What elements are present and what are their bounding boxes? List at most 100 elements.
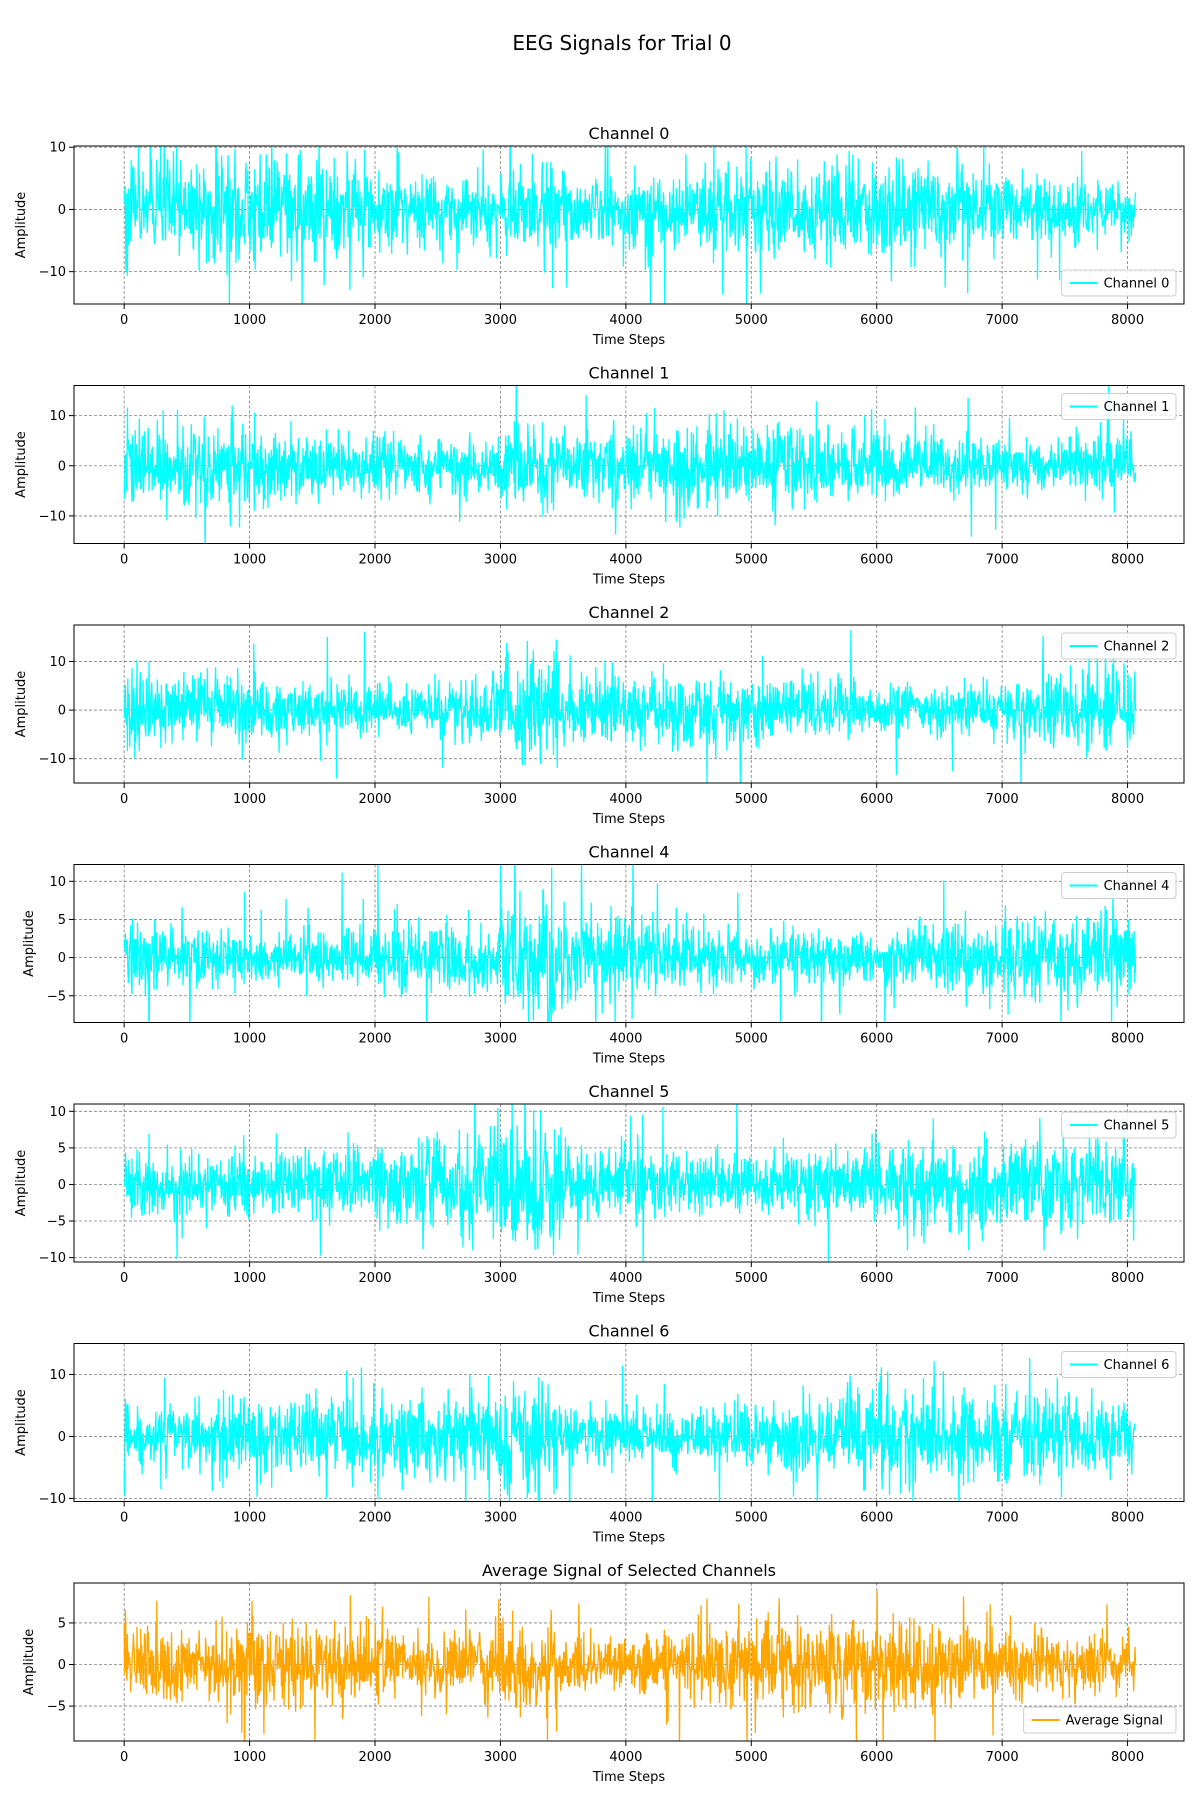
x-tick-label: 6000 [860, 1032, 893, 1047]
x-tick-label: 8000 [1111, 792, 1144, 807]
y-axis-label: Amplitude [22, 1629, 37, 1696]
subplot-title: Channel 5 [589, 1082, 670, 1101]
x-tick-label: 0 [120, 1750, 128, 1765]
x-tick-label: 6000 [860, 1271, 893, 1286]
x-tick-label: 6000 [860, 553, 893, 568]
x-tick-label: 5000 [735, 313, 768, 328]
series-line-channel-1 [123, 385, 1137, 544]
x-tick-label: 6000 [860, 792, 893, 807]
x-tick-label: 7000 [986, 553, 1019, 568]
legend-box [1061, 872, 1177, 899]
x-tick-label: 8000 [1111, 1511, 1144, 1526]
figure-title: EEG Signals for Trial 0 [512, 31, 731, 55]
y-tick-label: −5 [47, 989, 66, 1004]
x-tick-label: 0 [120, 792, 128, 807]
legend-label: Average Signal [1066, 1714, 1163, 1729]
legend-box [1061, 632, 1177, 660]
legend-box [1061, 1351, 1177, 1378]
subplot-channel-5: 0 1000 2000 3000 4000 5000 6000 7000 8000 −10 −5 0 5… [14, 1082, 1185, 1306]
subplot-title: Average Signal of Selected Channels [482, 1561, 776, 1580]
series-line-channel-6 [123, 1357, 1137, 1502]
axes-frame [73, 1582, 1185, 1742]
x-tick-label: 8000 [1111, 313, 1144, 328]
legend-box [1061, 393, 1177, 420]
x-tick-label: 5000 [735, 1271, 768, 1286]
x-axis-label: Time Steps [592, 573, 666, 588]
x-tick-label: 8000 [1111, 1271, 1144, 1286]
subplot-title: Channel 1 [589, 364, 670, 383]
y-tick-label: 5 [58, 1141, 66, 1156]
x-tick-label: 0 [120, 1271, 128, 1286]
x-tick-label: 3000 [484, 1271, 517, 1286]
series-line-average-signal [123, 1590, 1137, 1741]
y-tick-label: 10 [49, 1105, 66, 1120]
series-line-channel-0 [123, 146, 1137, 304]
series-line-channel-2 [123, 630, 1137, 783]
x-tick-label: 1000 [233, 1271, 266, 1286]
x-tick-label: 3000 [484, 313, 517, 328]
x-tick-label: 2000 [358, 1750, 391, 1765]
x-tick-label: 1000 [233, 1032, 266, 1047]
axes-frame [73, 864, 1185, 1023]
y-tick-label: 0 [58, 951, 66, 966]
y-tick-label: −10 [39, 1251, 66, 1266]
subplot-channel-6: 0 1000 2000 3000 4000 5000 6000 7000 8000 −10 0 10 C… [14, 1322, 1185, 1546]
axes-frame [73, 385, 1185, 544]
x-tick-label: 7000 [986, 1511, 1019, 1526]
x-tick-label: 0 [120, 1511, 128, 1526]
legend-label: Channel 1 [1104, 400, 1170, 415]
subplot-title: Channel 2 [589, 603, 670, 622]
series-line-channel-5 [123, 1104, 1137, 1262]
x-tick-label: 5000 [735, 1511, 768, 1526]
legend-box [1023, 1706, 1177, 1734]
x-tick-label: 7000 [986, 1271, 1019, 1286]
x-tick-label: 6000 [860, 1750, 893, 1765]
x-tick-label: 3000 [484, 1750, 517, 1765]
x-tick-label: 8000 [1111, 1032, 1144, 1047]
legend: Channel 0 [1061, 269, 1177, 297]
x-tick-label: 4000 [609, 1032, 642, 1047]
subplots: 0 1000 2000 3000 4000 5000 6000 7000 8000−10010C… [14, 124, 1185, 1785]
y-tick-label: 0 [58, 1178, 66, 1193]
x-tick-label: 4000 [609, 1511, 642, 1526]
x-tick-label: 7000 [986, 792, 1019, 807]
x-tick-label: 3000 [484, 553, 517, 568]
y-axis-label: Amplitude [14, 192, 29, 259]
legend-label: Channel 5 [1104, 1119, 1170, 1134]
y-tick-label: 10 [49, 141, 66, 156]
y-tick-label: 10 [49, 875, 66, 890]
axes-frame [73, 1103, 1185, 1263]
subplot-title: Channel 6 [589, 1322, 670, 1341]
subplot-channel-2: 0 1000 2000 3000 4000 5000 6000 7000 8000 −10 0 10 C… [14, 603, 1185, 827]
y-tick-label: 0 [58, 203, 66, 218]
y-tick-label: 0 [58, 459, 66, 474]
x-tick-label: 1000 [233, 1511, 266, 1526]
x-tick-label: 0 [120, 553, 128, 568]
x-tick-label: 2000 [358, 313, 391, 328]
legend: Channel 2 [1061, 632, 1177, 660]
y-tick-label: −5 [47, 1215, 66, 1230]
y-tick-label: −5 [47, 1700, 66, 1715]
legend: Average Signal [1023, 1706, 1177, 1734]
axes-frame [73, 624, 1185, 784]
x-tick-label: 4000 [609, 1271, 642, 1286]
x-tick-label: 1000 [233, 553, 266, 568]
x-tick-label: 0 [120, 1032, 128, 1047]
x-tick-label: 2000 [358, 1511, 391, 1526]
x-tick-label: 1000 [233, 313, 266, 328]
x-axis-label: Time Steps [592, 1531, 666, 1546]
y-tick-label: 0 [58, 1658, 66, 1673]
x-tick-label: 4000 [609, 553, 642, 568]
x-tick-label: 6000 [860, 1511, 893, 1526]
y-tick-label: −10 [39, 509, 66, 524]
series-line-channel-4 [123, 864, 1137, 1023]
subplot-channel-0: 0 1000 2000 3000 4000 5000 6000 7000 8000 −10 0 10 C… [14, 124, 1185, 348]
x-tick-label: 3000 [484, 792, 517, 807]
y-tick-label: 10 [49, 1368, 66, 1383]
x-tick-label: 3000 [484, 1511, 517, 1526]
y-axis-label: Amplitude [22, 910, 37, 977]
x-tick-label: 5000 [735, 553, 768, 568]
x-tick-label: 2000 [358, 553, 391, 568]
